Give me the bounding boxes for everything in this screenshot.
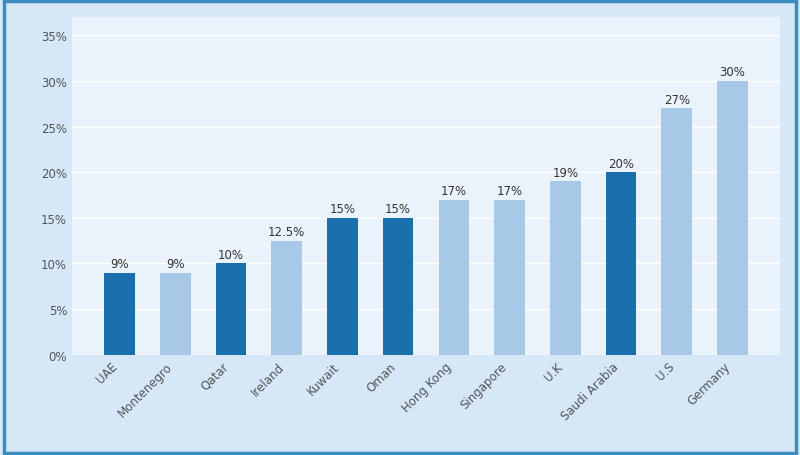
Bar	[550, 182, 581, 355]
Bar	[383, 218, 414, 355]
Text: 20%: 20%	[608, 157, 634, 170]
Bar	[662, 109, 692, 355]
Text: 19%: 19%	[552, 166, 578, 179]
Text: 9%: 9%	[110, 257, 129, 270]
Bar	[606, 173, 636, 355]
Bar	[327, 218, 358, 355]
Bar	[438, 200, 469, 355]
Bar	[216, 264, 246, 355]
Text: 17%: 17%	[497, 184, 522, 197]
Bar	[104, 273, 135, 355]
Text: 30%: 30%	[719, 66, 746, 79]
Text: 10%: 10%	[218, 248, 244, 261]
Bar	[717, 82, 748, 355]
Text: 15%: 15%	[330, 202, 355, 216]
Bar	[271, 241, 302, 355]
Text: 27%: 27%	[664, 93, 690, 106]
Text: 12.5%: 12.5%	[268, 225, 306, 238]
Text: 15%: 15%	[385, 202, 411, 216]
Text: 17%: 17%	[441, 184, 467, 197]
Bar	[160, 273, 190, 355]
Text: 9%: 9%	[166, 257, 185, 270]
Bar	[494, 200, 525, 355]
